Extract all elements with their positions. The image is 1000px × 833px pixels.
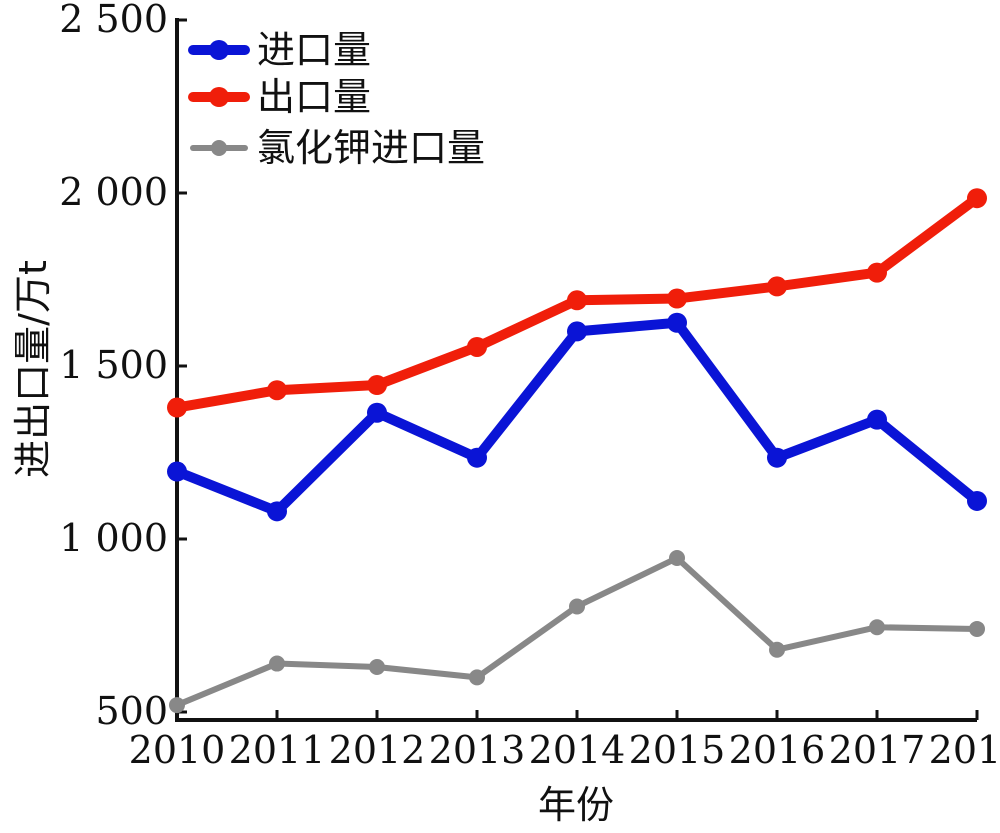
x-tick-label: 2015 [629, 728, 726, 772]
data-point [167, 397, 187, 418]
legend-swatch-marker [211, 140, 227, 156]
series-2 [167, 188, 987, 418]
data-point [367, 402, 387, 423]
data-point [367, 375, 387, 396]
data-point [269, 655, 285, 672]
data-point [667, 312, 687, 333]
x-tick-label: 2016 [729, 728, 826, 772]
data-point [267, 380, 287, 401]
data-point [167, 461, 187, 482]
y-tick-label: 1 500 [59, 343, 168, 387]
legend-item: 进口量 [188, 28, 371, 72]
data-point [567, 290, 587, 311]
x-ticks: 201020112012201320142015201620172018 [129, 710, 1000, 772]
data-point [969, 620, 985, 637]
data-point [567, 321, 587, 342]
x-tick-label: 2017 [829, 728, 926, 772]
y-ticks: 500 1 000 1 500 2 000 2 500 [59, 0, 187, 733]
data-point [467, 447, 487, 468]
y-tick-label: 500 [95, 689, 168, 733]
data-point [769, 641, 785, 658]
data-point [767, 447, 787, 468]
y-tick-label: 2 500 [59, 0, 168, 41]
x-axis-title: 年份 [538, 783, 614, 827]
x-tick-label: 2010 [129, 728, 226, 772]
data-point [867, 262, 887, 283]
x-tick-label: 2013 [429, 728, 526, 772]
x-tick-label: 2018 [929, 728, 1000, 772]
axes [175, 18, 977, 722]
y-tick-label: 2 000 [59, 170, 168, 214]
data-point [369, 659, 385, 676]
series-3 [169, 550, 985, 714]
legend-label: 进口量 [257, 28, 371, 72]
data-point [667, 288, 687, 309]
x-tick-label: 2011 [229, 728, 326, 772]
x-tick-label: 2014 [529, 728, 626, 772]
data-point [569, 598, 585, 615]
series-line [172, 317, 982, 517]
data-point [869, 619, 885, 636]
legend-swatch-marker [209, 40, 229, 60]
legend-item: 氯化钾进口量 [190, 126, 485, 170]
legend-label: 出口量 [257, 75, 371, 119]
series-line [174, 555, 980, 709]
data-point [967, 490, 987, 511]
data-point [467, 336, 487, 357]
data-point [669, 550, 685, 567]
legend-label: 氯化钾进口量 [257, 126, 485, 170]
x-tick-label: 2012 [329, 728, 426, 772]
y-axis-title: 进出口量/万t [11, 260, 55, 478]
y-tick-label: 1 000 [59, 516, 168, 560]
series-layer [167, 188, 987, 714]
series-1 [167, 312, 987, 522]
data-point [967, 188, 987, 209]
legend-item: 出口量 [188, 75, 371, 119]
data-point [469, 669, 485, 686]
data-point [169, 697, 185, 714]
legend-swatch-marker [209, 87, 229, 107]
data-point [767, 276, 787, 297]
data-point [267, 501, 287, 522]
data-point [867, 409, 887, 430]
